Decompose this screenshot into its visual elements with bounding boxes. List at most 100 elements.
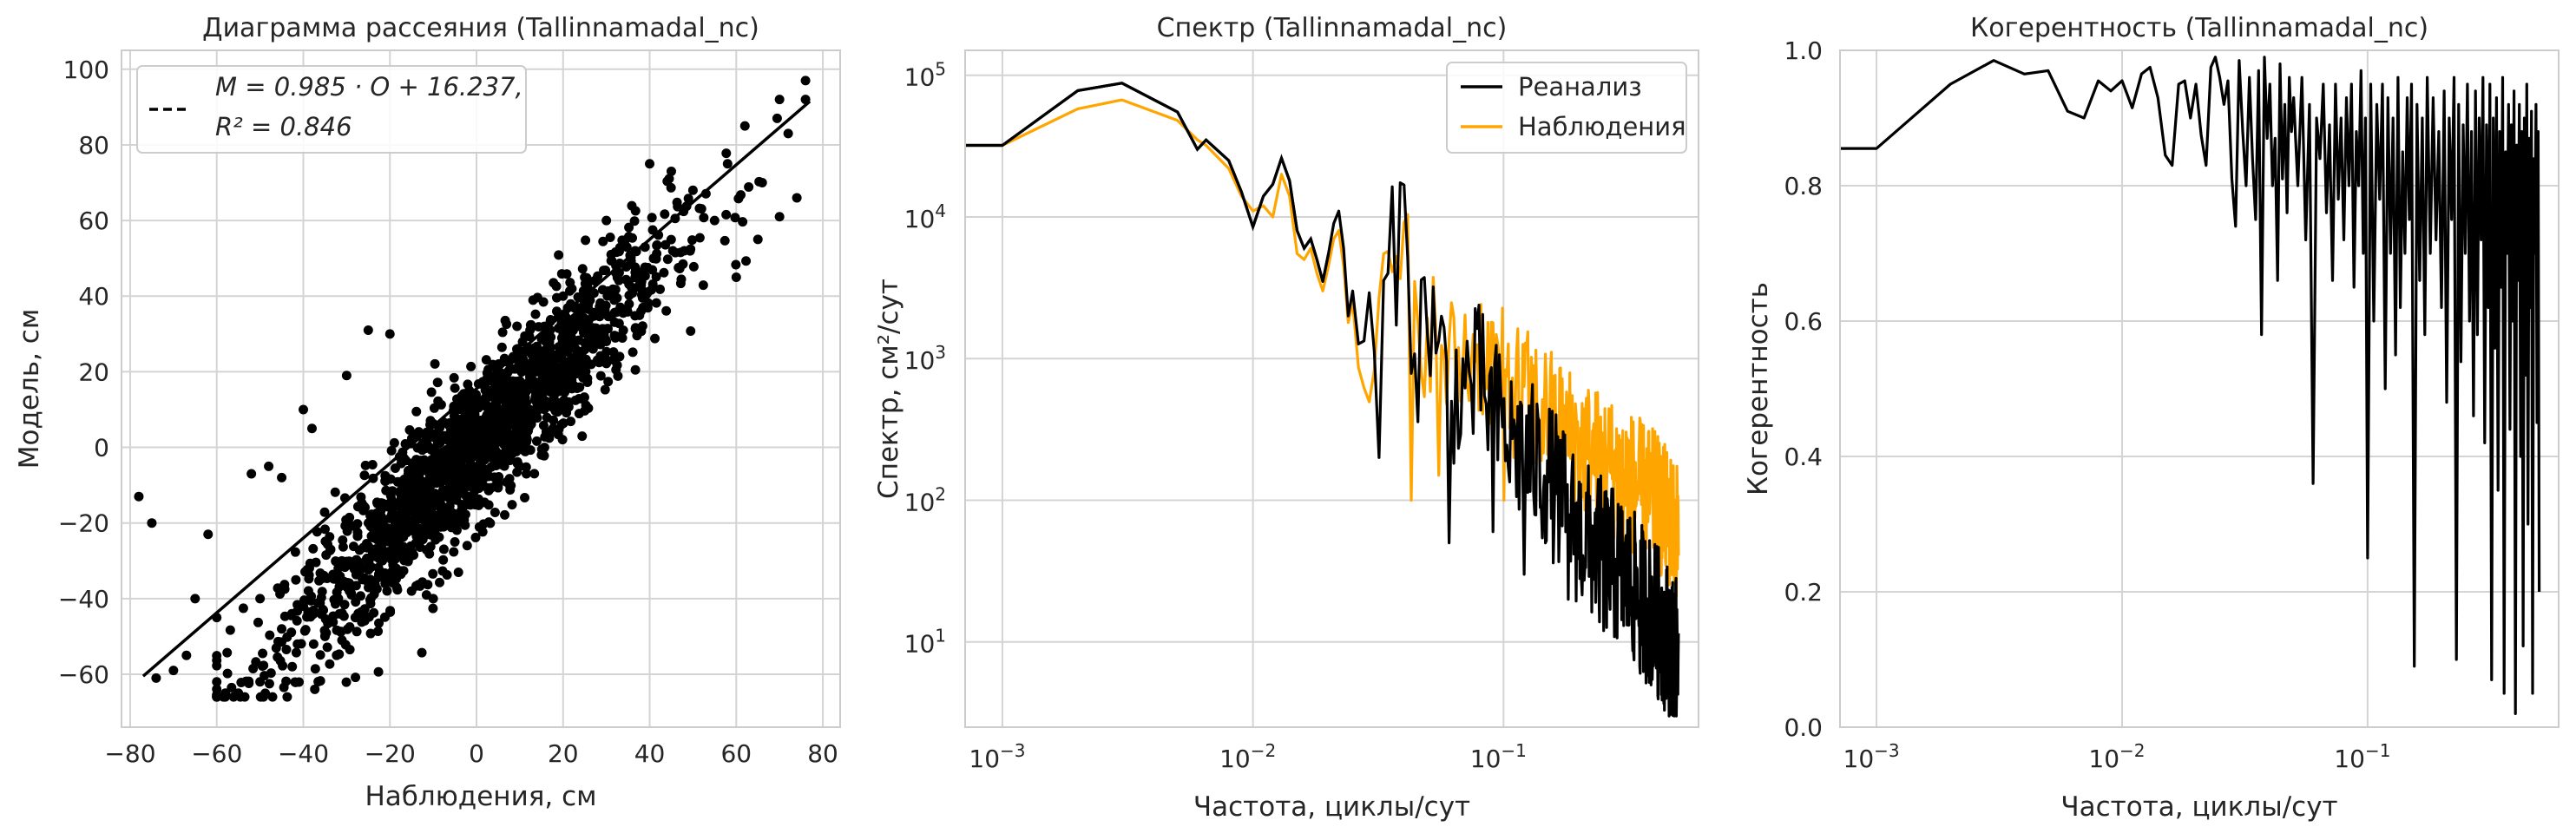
scatter-point <box>278 660 288 671</box>
scatter-point <box>738 217 748 227</box>
scatter-point <box>483 485 494 495</box>
scatter-point <box>403 469 413 480</box>
scatter-point <box>618 325 628 336</box>
scatter-point <box>315 650 325 660</box>
scatter-point <box>624 222 634 233</box>
scatter-point <box>417 515 428 525</box>
scatter-point <box>432 439 443 450</box>
legend-equation: M = 0.985 · O + 16.237, <box>215 72 523 102</box>
coherence-panel: 10−3 10−2 10−10.00.20.40.60.81.0Когерентно… <box>1743 13 2560 823</box>
scatter-point <box>463 408 473 418</box>
scatter-point <box>428 603 438 614</box>
scatter-point <box>694 233 705 243</box>
scatter-point <box>611 364 621 375</box>
x-tick-label-exponent: −1 <box>1501 740 1526 761</box>
scatter-point <box>624 299 634 309</box>
scatter-point <box>345 621 355 632</box>
x-tick-label: 60 <box>720 739 752 768</box>
scatter-point <box>526 323 536 333</box>
scatter-point <box>277 472 287 482</box>
x-tick-label-exponent: −3 <box>1000 740 1025 761</box>
legend-label-reanalysis: Реанализ <box>1518 72 1642 102</box>
scatter-point <box>358 505 369 515</box>
scatter-point <box>636 306 647 317</box>
scatter-point <box>660 240 671 250</box>
scatter-point <box>466 361 476 371</box>
scatter-point <box>322 642 332 653</box>
scatter-point <box>465 458 476 469</box>
scatter-point <box>688 261 699 272</box>
scatter-point <box>299 626 310 636</box>
scatter-point <box>315 676 325 686</box>
scatter-point <box>530 404 541 415</box>
scatter-point <box>342 582 352 593</box>
scatter-point <box>525 445 536 456</box>
scatter-point <box>536 334 547 345</box>
scatter-point <box>529 469 540 479</box>
scatter-point <box>448 425 458 436</box>
legend-label-observations: Наблюдения <box>1518 112 1686 141</box>
scatter-point <box>438 555 449 565</box>
scatter-point <box>458 501 469 511</box>
scatter-point <box>516 393 527 404</box>
scatter-point <box>319 631 330 641</box>
scatter-point <box>463 379 473 390</box>
scatter-point <box>536 450 547 460</box>
scatter-point <box>687 235 698 246</box>
scatter-point <box>430 458 441 469</box>
scatter-point <box>470 532 481 542</box>
scatter-point <box>386 445 397 456</box>
scatter-point <box>392 585 403 595</box>
scatter-point <box>352 627 362 637</box>
scatter-point <box>438 544 449 555</box>
scatter-point <box>460 475 470 485</box>
scatter-point <box>470 410 480 420</box>
scatter-point <box>364 565 374 575</box>
scatter-point <box>449 372 459 383</box>
scatter-point <box>558 318 568 328</box>
scatter-point <box>238 603 248 614</box>
scatter-point <box>403 525 413 535</box>
y-tick-label-base: 10 <box>904 488 936 516</box>
scatter-point <box>393 530 404 541</box>
y-tick-label-base: 10 <box>904 63 936 92</box>
scatter-point <box>279 682 289 692</box>
scatter-point <box>629 216 640 226</box>
scatter-point <box>374 618 384 628</box>
scatter-point <box>255 594 266 604</box>
scatter-point <box>620 235 630 246</box>
scatter-point <box>581 359 591 370</box>
scatter-point <box>404 424 415 435</box>
scatter-point <box>630 262 641 272</box>
scatter-point <box>451 519 462 529</box>
scatter-point <box>539 404 549 415</box>
scatter-point <box>482 410 492 420</box>
y-tick-label: 100 <box>63 56 109 84</box>
scatter-point <box>570 344 581 354</box>
scatter-point <box>483 364 494 375</box>
scatter-point <box>450 536 460 547</box>
scatter-point <box>722 159 733 169</box>
scatter-point <box>660 209 670 220</box>
scatter-point <box>345 512 355 522</box>
scatter-panel: −80 −60 −40 −20 0 20 40 60 80 −60 −40 −20 0 20 40 60 80 1… <box>14 13 841 812</box>
scatter-point <box>598 236 608 246</box>
x-tick-label-base: 10 <box>969 745 1000 773</box>
scatter-point <box>580 405 590 416</box>
scatter-point <box>316 593 326 603</box>
scatter-point <box>522 426 533 436</box>
y-tick-label: 101 <box>904 626 946 659</box>
scatter-point <box>273 652 283 662</box>
scatter-point <box>510 403 521 413</box>
scatter-point <box>462 541 472 551</box>
scatter-point <box>585 295 595 305</box>
scatter-point <box>433 396 444 406</box>
scatter-point <box>330 487 340 497</box>
scatter-point <box>489 431 499 442</box>
scatter-point <box>647 213 657 223</box>
scatter-point <box>399 495 410 505</box>
scatter-point <box>417 535 428 545</box>
scatter-point <box>505 438 516 449</box>
scatter-point <box>721 148 732 159</box>
scatter-point <box>181 650 192 660</box>
